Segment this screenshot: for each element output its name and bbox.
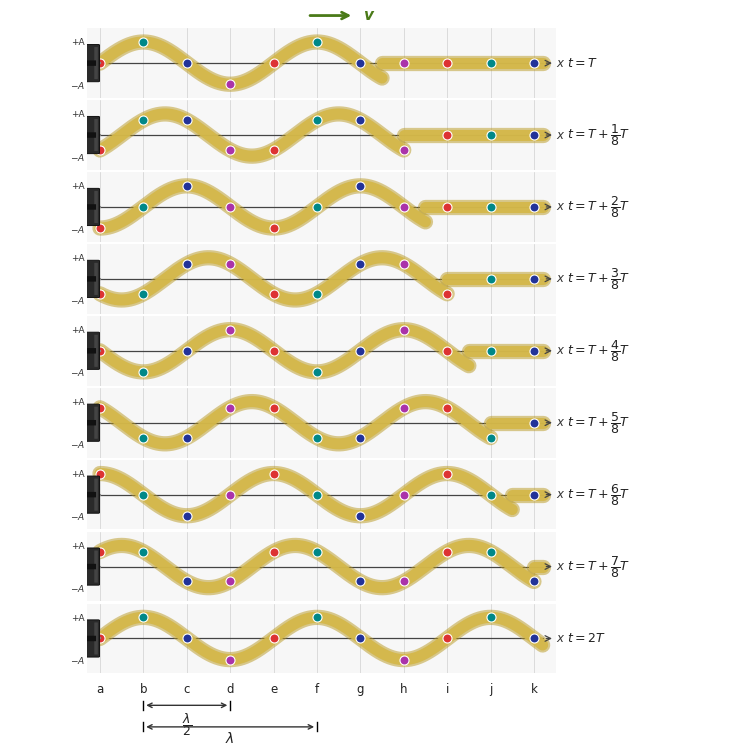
Text: e: e [270,683,277,696]
Text: x: x [556,57,563,70]
FancyBboxPatch shape [83,635,96,641]
Text: v: v [364,8,373,23]
Text: g: g [357,683,364,696]
Text: $t = T + \dfrac{1}{8}T$: $t = T + \dfrac{1}{8}T$ [567,122,631,148]
FancyBboxPatch shape [94,407,98,439]
FancyBboxPatch shape [94,478,98,510]
FancyBboxPatch shape [94,551,98,583]
Text: $t = 2T$: $t = 2T$ [567,632,606,645]
Text: $\dfrac{\lambda}{2}$: $\dfrac{\lambda}{2}$ [181,711,192,738]
Text: $t = T + \dfrac{4}{8}T$: $t = T + \dfrac{4}{8}T$ [567,338,631,364]
FancyBboxPatch shape [83,60,96,66]
FancyBboxPatch shape [80,548,100,585]
Text: d: d [226,683,234,696]
Text: a: a [96,683,104,696]
FancyBboxPatch shape [94,191,98,223]
Text: x: x [556,416,563,429]
FancyBboxPatch shape [94,263,98,295]
Text: h: h [400,683,407,696]
Text: x: x [556,129,563,141]
Text: $t = T + \dfrac{3}{8}T$: $t = T + \dfrac{3}{8}T$ [567,266,631,292]
FancyBboxPatch shape [83,204,96,210]
Text: $t = T$: $t = T$ [567,57,598,70]
FancyBboxPatch shape [83,132,96,138]
Text: x: x [556,488,563,501]
FancyBboxPatch shape [80,117,100,153]
FancyBboxPatch shape [80,404,100,441]
FancyBboxPatch shape [94,335,98,367]
Text: f: f [315,683,319,696]
FancyBboxPatch shape [83,420,96,426]
Text: $t = T + \dfrac{7}{8}T$: $t = T + \dfrac{7}{8}T$ [567,554,631,580]
Text: k: k [531,683,538,696]
FancyBboxPatch shape [80,45,100,82]
Text: $t = T + \dfrac{2}{8}T$: $t = T + \dfrac{2}{8}T$ [567,194,631,220]
FancyBboxPatch shape [83,276,96,282]
FancyBboxPatch shape [94,119,98,151]
Text: $t = T + \dfrac{6}{8}T$: $t = T + \dfrac{6}{8}T$ [567,481,631,507]
Text: c: c [184,683,190,696]
Text: $\lambda$: $\lambda$ [225,731,235,744]
FancyBboxPatch shape [80,620,100,657]
FancyBboxPatch shape [94,623,98,655]
Text: x: x [556,632,563,645]
Text: x: x [556,560,563,573]
FancyBboxPatch shape [80,476,100,513]
Text: b: b [140,683,147,696]
FancyBboxPatch shape [94,47,98,79]
Text: x: x [556,272,563,286]
FancyBboxPatch shape [80,333,100,369]
FancyBboxPatch shape [83,564,96,569]
FancyBboxPatch shape [80,188,100,225]
FancyBboxPatch shape [83,492,96,498]
Text: i: i [445,683,449,696]
Text: x: x [556,200,563,214]
FancyBboxPatch shape [80,260,100,298]
Text: $t = T + \dfrac{5}{8}T$: $t = T + \dfrac{5}{8}T$ [567,410,631,436]
FancyBboxPatch shape [83,348,96,353]
Text: j: j [489,683,492,696]
Text: x: x [556,344,563,357]
